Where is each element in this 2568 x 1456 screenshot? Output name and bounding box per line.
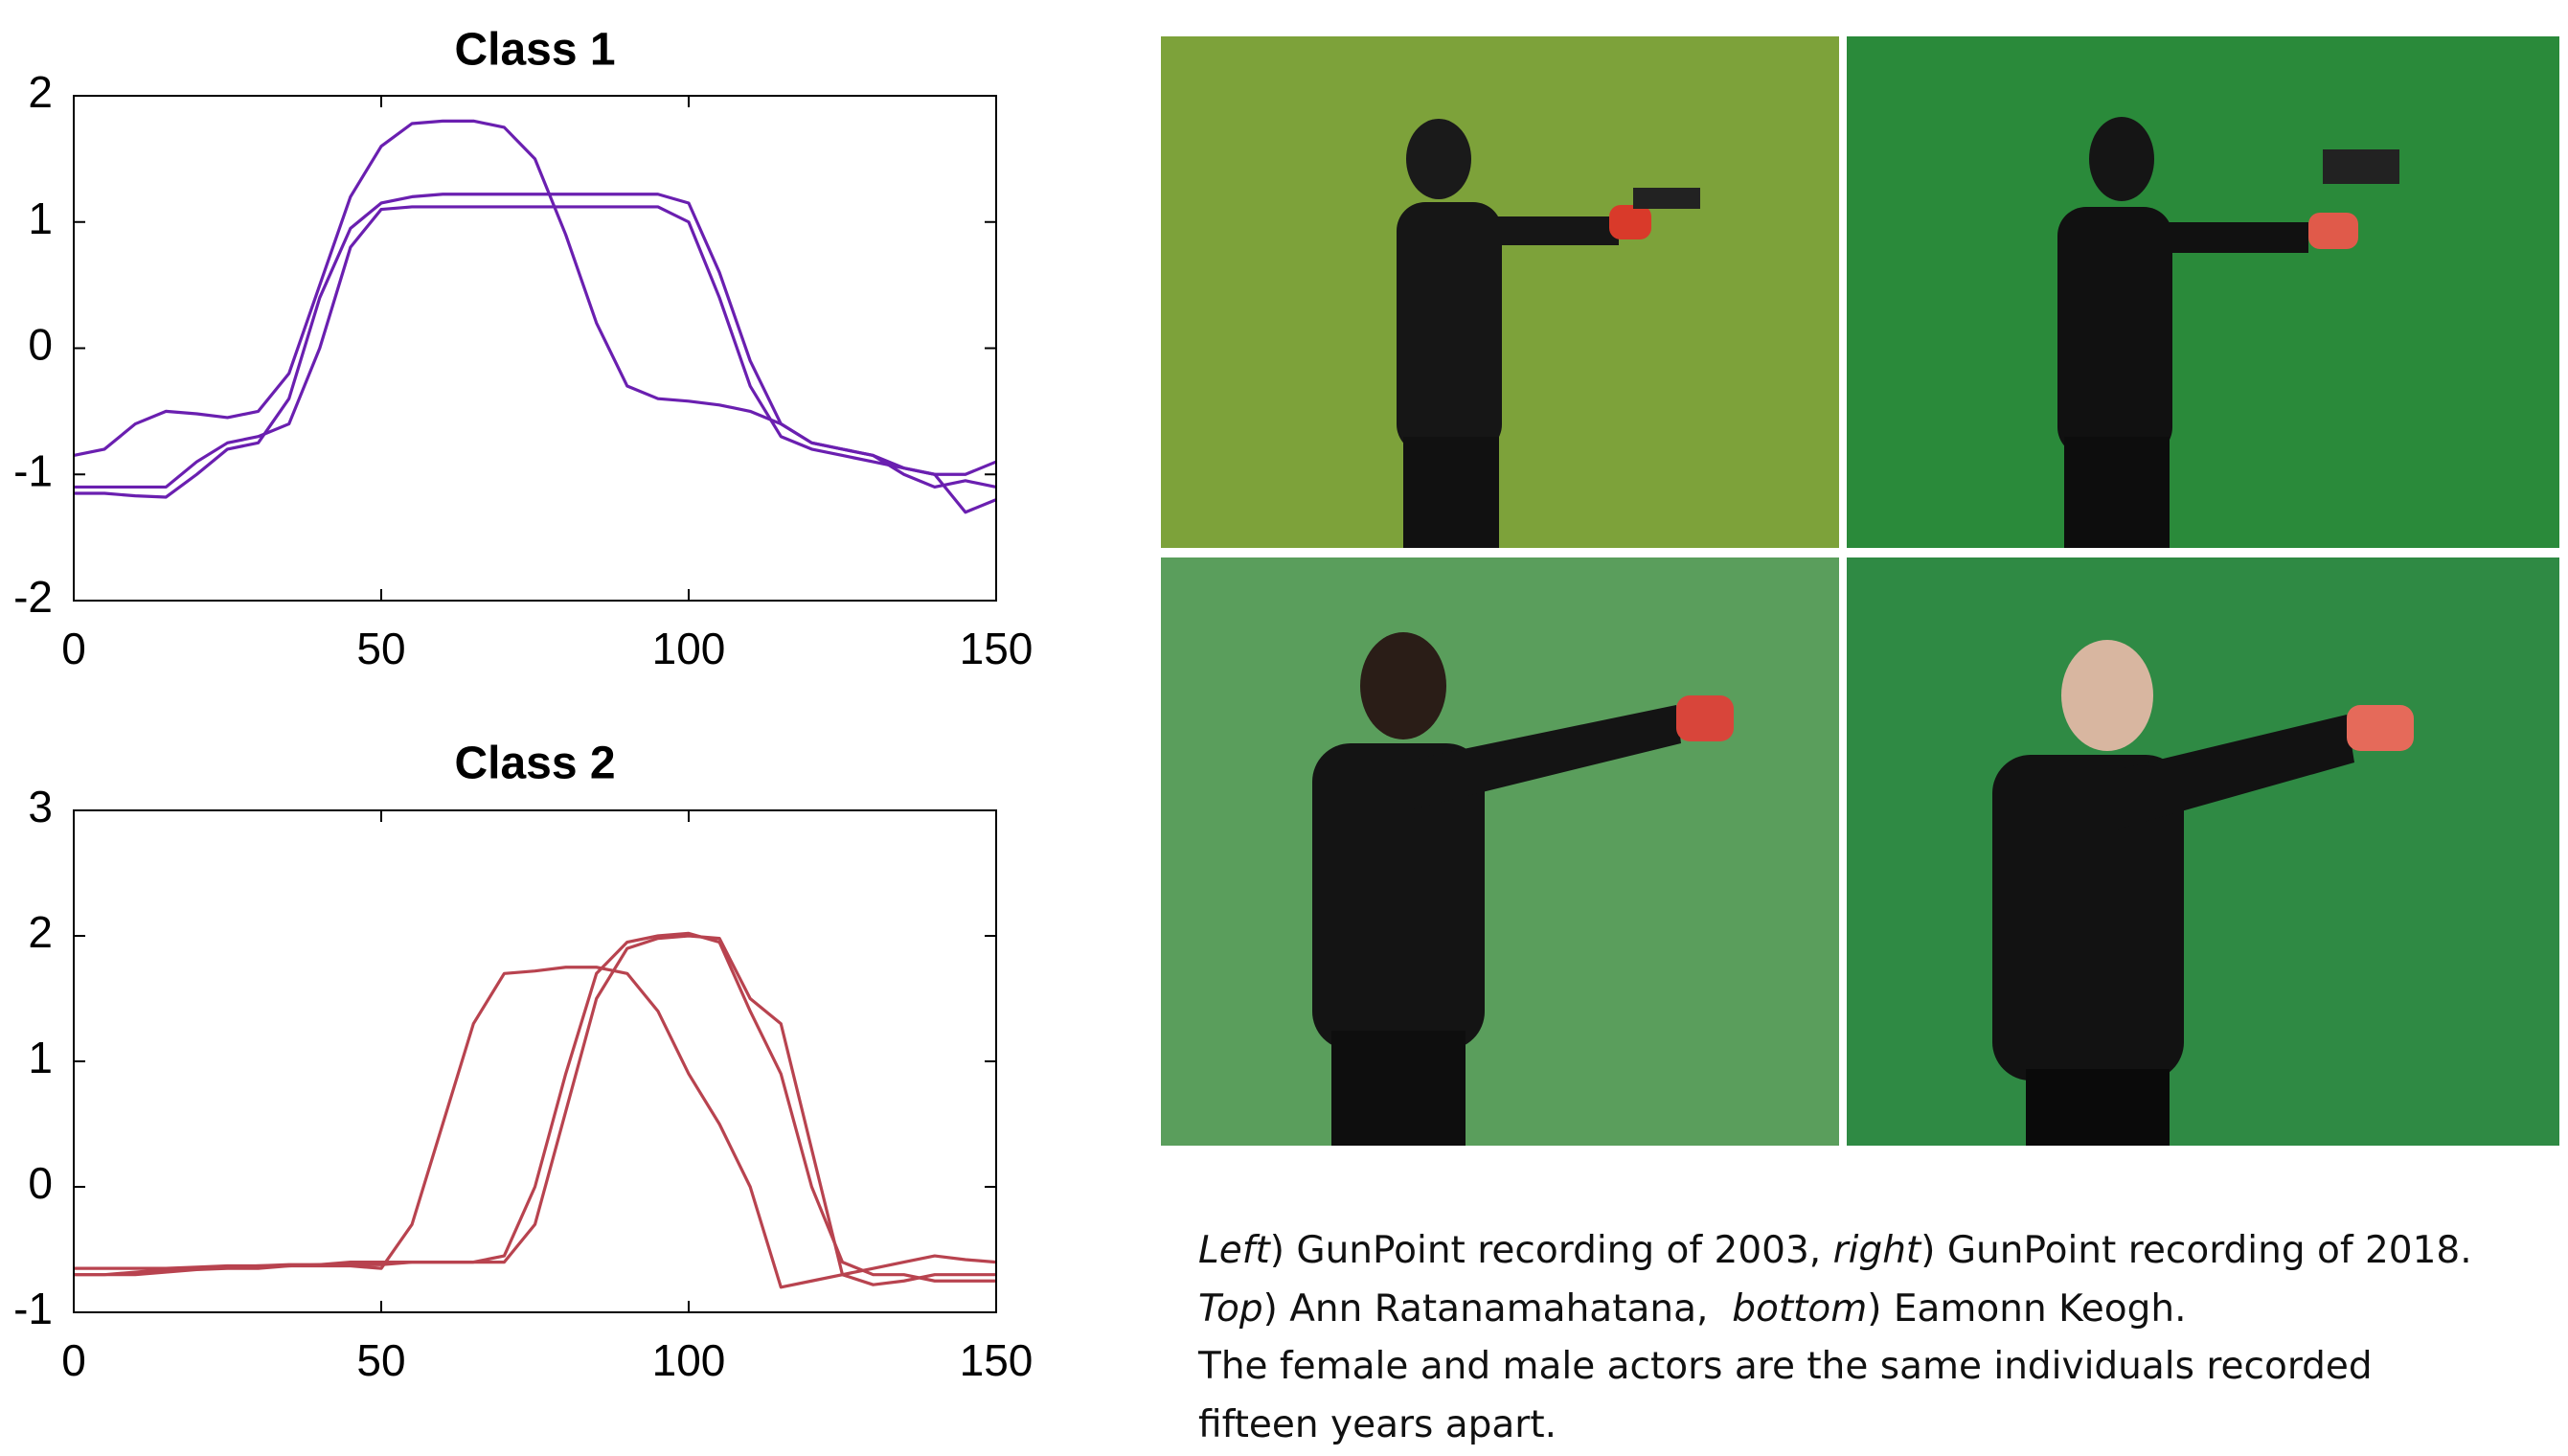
y-tick-label: -1 [13, 445, 53, 495]
legs [2026, 1069, 2170, 1146]
caption-text: fifteen years apart. [1198, 1402, 1557, 1446]
y-tick-label: 1 [28, 1033, 53, 1082]
caption-emphasis: right [1832, 1229, 1921, 1272]
data-line [74, 193, 997, 499]
y-tick-label: 2 [28, 67, 53, 117]
x-tick-label: 150 [960, 624, 1034, 673]
gun [2323, 149, 2399, 184]
arm [1398, 705, 1681, 810]
photo-2018-female [1847, 36, 2559, 548]
caption-line: Top) Ann Ratanamahatana, bottom) Eamonn … [1198, 1281, 2558, 1339]
head [2061, 640, 2153, 751]
x-tick-label: 0 [61, 1335, 86, 1385]
caption-emphasis: Top [1198, 1286, 1263, 1331]
caption: Left) GunPoint recording of 2003, right)… [1198, 1222, 2558, 1454]
legs [1331, 1031, 1466, 1146]
background [1847, 557, 2559, 1146]
torso [1992, 755, 2184, 1081]
plot-frame [73, 95, 997, 602]
x-tick-label: 50 [356, 1335, 405, 1385]
photo-2003-female [1161, 36, 1839, 548]
background [1847, 36, 2559, 548]
x-tick-label: 0 [61, 624, 86, 673]
caption-text: The female and male actors are the same … [1198, 1345, 2373, 1388]
caption-emphasis: Left [1198, 1229, 1270, 1272]
torso [1397, 202, 1502, 453]
glove [2347, 705, 2414, 751]
head [2089, 117, 2154, 201]
y-tick-label: 0 [28, 320, 53, 370]
caption-text: ) Eamonn Keogh. [1867, 1286, 2187, 1331]
chart-title: Class 1 [454, 25, 615, 76]
head [1406, 119, 1471, 199]
x-tick-label: 100 [652, 624, 726, 673]
legs [2064, 437, 2170, 548]
glove [2308, 213, 2358, 249]
y-tick-label: 1 [28, 193, 53, 243]
background [1161, 557, 1839, 1146]
arm [1446, 216, 1619, 245]
photo-2003-male [1161, 557, 1839, 1146]
caption-line: The female and male actors are the same … [1198, 1338, 2558, 1397]
y-tick-label: 3 [28, 782, 53, 831]
data-line [74, 966, 997, 1289]
y-tick-label: 0 [28, 1158, 53, 1208]
plot-frame [73, 809, 997, 1313]
x-tick-label: 100 [652, 1335, 726, 1385]
chart-title: Class 2 [454, 739, 615, 789]
glove [1676, 695, 1734, 741]
caption-line: Left) GunPoint recording of 2003, right)… [1198, 1222, 2558, 1281]
y-tick-label: -1 [13, 1284, 53, 1333]
glove [1609, 205, 1651, 239]
photo-2018-male [1847, 557, 2559, 1146]
x-tick-label: 50 [356, 624, 405, 673]
data-line [74, 934, 996, 1286]
caption-text: ) GunPoint recording of 2018. [1920, 1229, 2472, 1272]
data-line [74, 205, 997, 489]
caption-text: ) GunPoint recording of 2003, [1269, 1229, 1833, 1272]
torso [1312, 743, 1485, 1050]
y-tick-label: -2 [13, 572, 53, 622]
gun [1633, 188, 1700, 209]
legs [1403, 437, 1499, 548]
data-line [74, 931, 996, 1283]
x-tick-label: 150 [960, 1335, 1034, 1385]
arm [2107, 715, 2354, 830]
head [1360, 632, 1446, 739]
y-tick-label: 2 [28, 907, 53, 957]
torso [2057, 207, 2172, 456]
photo-grid [1161, 36, 2559, 1146]
caption-text: ) Ann Ratanamahatana, [1262, 1286, 1733, 1331]
caption-line: fifteen years apart. [1198, 1397, 2558, 1455]
caption-emphasis: bottom [1732, 1286, 1868, 1331]
arm [2117, 222, 2308, 253]
